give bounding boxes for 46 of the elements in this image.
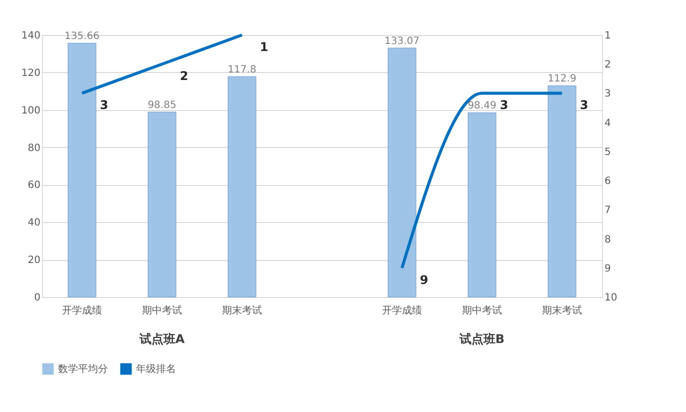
y2-tick-label: 10 (604, 292, 618, 304)
y2-tick-label: 8 (604, 234, 611, 246)
legend-label: 年级排名 (136, 363, 176, 375)
y-tick-label: 100 (21, 105, 40, 116)
y2-tick-label: 6 (604, 176, 611, 188)
bar (468, 112, 496, 298)
x-tick-label: 开学成绩 (382, 304, 422, 316)
bar (148, 112, 176, 298)
data-label: 135.66 (64, 31, 100, 42)
y2-tick-label: 4 (604, 118, 611, 129)
data-label: 98.85 (148, 100, 176, 112)
data-label: 2 (180, 69, 188, 84)
bar (228, 76, 256, 298)
y-tick-label: 60 (28, 180, 40, 192)
bar (388, 48, 416, 298)
bar (548, 85, 576, 298)
y2-tick-label: 3 (604, 88, 611, 100)
y-tick-label: 120 (21, 68, 40, 79)
y-tick-label: 20 (28, 255, 40, 266)
text: 试点班A (138, 332, 186, 346)
data-label: 117.8 (228, 64, 256, 76)
data-label: 3 (100, 98, 108, 112)
y-tick-label: 40 (28, 218, 40, 229)
bar (68, 42, 96, 298)
data-label: 3 (500, 98, 508, 112)
legend-label: 数学平均分 (58, 363, 108, 375)
data-label: 98.49 (468, 100, 496, 112)
text: 试点班B (458, 332, 505, 346)
x-tick-label: 期中考试 (142, 304, 182, 316)
y2-tick-label: 9 (604, 263, 611, 274)
y2-tick-label: 1 (604, 30, 611, 42)
data-label: 1 (260, 40, 268, 54)
y2-tick-label: 7 (604, 205, 611, 216)
x-tick-label: 期中考试 (462, 304, 502, 316)
x-tick-label: 期末考试 (222, 304, 262, 316)
data-label: 112.9 (548, 74, 576, 85)
y2-tick-label: 2 (604, 60, 611, 71)
y-tick-label: 80 (28, 142, 40, 154)
data-label: 133.07 (384, 36, 420, 47)
data-label: 3 (580, 98, 588, 112)
y-tick-label: 0 (34, 292, 40, 304)
y-tick-label: 140 (21, 30, 40, 42)
x-tick-label: 期末考试 (542, 304, 582, 316)
x-tick-label: 开学成绩 (62, 304, 102, 316)
y2-tick-label: 5 (604, 146, 611, 158)
data-label: 9 (420, 272, 428, 287)
